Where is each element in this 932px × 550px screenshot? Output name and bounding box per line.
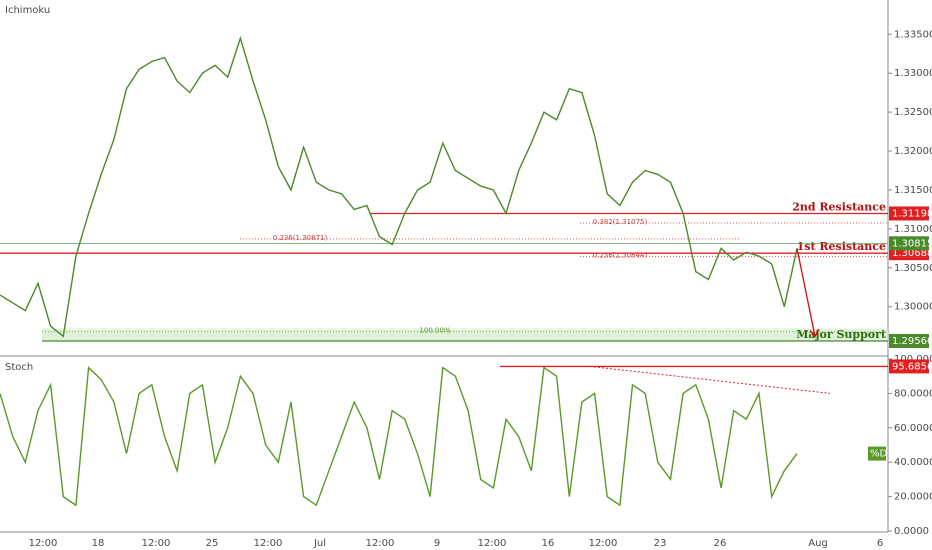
x-tick-label: 12:00 [254, 538, 283, 549]
y-tick-label: 1.31500 [894, 185, 932, 196]
x-tick-label: 18 [92, 538, 105, 549]
price-tag [889, 236, 929, 251]
fib-label: 0.236(1.30644) [593, 252, 648, 260]
fib-label: 100.00% [419, 327, 450, 335]
price-tag-label: 95.6856 [892, 361, 932, 372]
price-tag-label: 1.30688 [892, 248, 932, 259]
chart-title: Ichimoku [5, 5, 50, 16]
x-tick-label: 23 [654, 538, 667, 549]
price-tag-label: 1.30815 [892, 238, 932, 249]
series-tag-label: %D [870, 449, 888, 460]
x-tick-label: 9 [434, 538, 440, 549]
arrow [796, 248, 816, 337]
y-tick-label: 20.0000 [894, 492, 932, 503]
x-tick-label: Aug [808, 538, 828, 549]
x-tick-label: 25 [206, 538, 219, 549]
level-name: 2nd Resistance [792, 200, 886, 213]
y-tick-label: 1.33500 [894, 29, 932, 40]
x-tick-label: 26 [714, 538, 727, 549]
x-tick-label: 6 [877, 538, 883, 549]
price-tag [889, 333, 929, 348]
price-tag-label: 1.31198 [892, 208, 932, 219]
y-tick-label: 60.0000 [894, 423, 932, 434]
trendline [589, 365, 831, 394]
y-tick-label: 1.32500 [894, 107, 932, 118]
x-tick-label: 12:00 [478, 538, 507, 549]
stoch-line [0, 366, 798, 507]
y-tick-label: 1.31000 [894, 224, 932, 235]
arrow-head [809, 328, 820, 338]
support-zone [42, 328, 888, 341]
x-tick-label: 12:00 [366, 538, 395, 549]
y-tick-label: 1.33000 [894, 68, 932, 79]
y-tick-label: 0.0000 [894, 526, 929, 537]
price-tag [889, 359, 929, 374]
fib-label: 0.236(1.30871) [273, 234, 328, 242]
x-tick-label: 12:00 [142, 538, 171, 549]
price-line [0, 35, 798, 338]
x-tick-label: 12:00 [589, 538, 618, 549]
y-tick-label: 1.32000 [894, 146, 932, 157]
level-name: Major Support [796, 328, 887, 341]
level-name: 1st Resistance [797, 240, 886, 253]
x-tick-label: 12:00 [29, 538, 58, 549]
series-tag [868, 446, 886, 461]
stoch-title: Stoch [5, 362, 33, 373]
y-tick-label: 1.30500 [894, 263, 932, 274]
fib-label: 0.382(1.31075) [593, 218, 648, 226]
y-tick-label: 40.0000 [894, 457, 932, 468]
price-tag-label: 1.29560 [892, 336, 932, 347]
y-tick-label: 1.30000 [894, 302, 932, 313]
x-tick-label: 16 [542, 538, 555, 549]
y-tick-label: 80.0000 [894, 388, 932, 399]
x-tick-label: Jul [313, 538, 326, 549]
price-tag [889, 206, 929, 221]
